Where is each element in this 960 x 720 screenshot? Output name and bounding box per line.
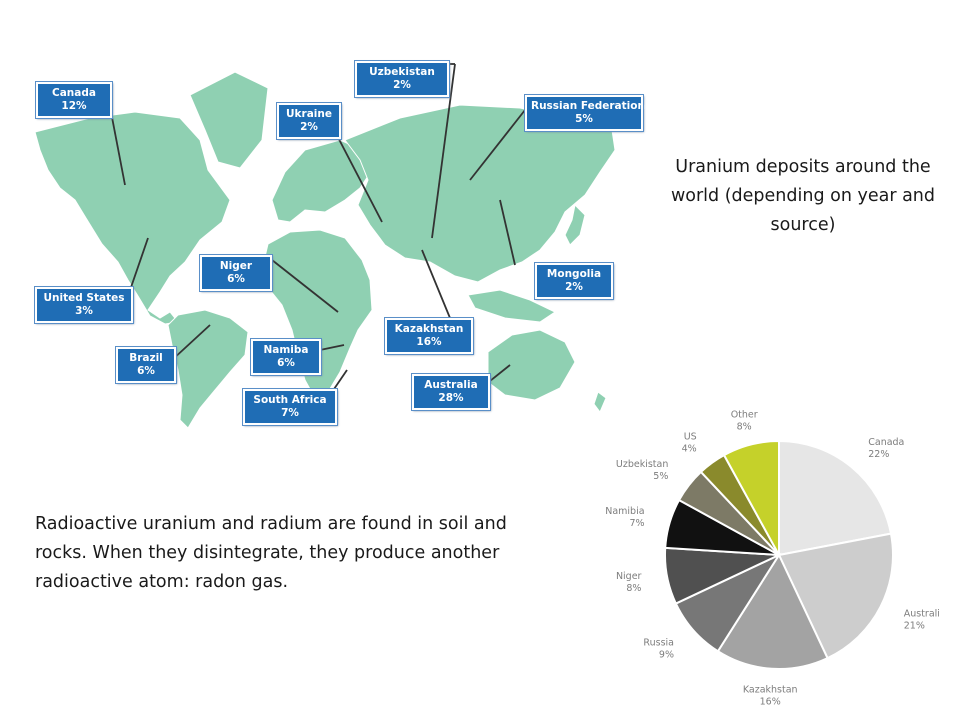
pie-label-us: US 4%	[682, 432, 697, 455]
australia-shape	[487, 329, 576, 401]
leader-line-uzbekistan-vertical	[431, 63, 456, 239]
callout-name: Mongolia	[546, 268, 602, 280]
pie-label-canada: Canada 22%	[868, 437, 904, 460]
pie-label-percent: 7%	[629, 518, 644, 529]
pie-label-name: Russia	[643, 638, 674, 649]
africa-shape	[261, 229, 373, 399]
pie-label-name: Namibia	[605, 506, 644, 517]
callout-united-states: United States 3%	[34, 286, 134, 324]
pie-slices	[664, 439, 894, 670]
pie-slice-kazakhstan	[716, 552, 829, 670]
callout-russian-federation: Russian Federation 5%	[524, 94, 645, 132]
pie-label-name: Kazakhstan	[743, 685, 798, 696]
pie-label-australia: Australia21%	[904, 609, 940, 632]
europe-shape	[271, 139, 373, 223]
callout-south-africa: South Africa 7%	[242, 388, 338, 426]
callout-australia: Australia 28%	[411, 373, 491, 411]
pie-slice-australia	[777, 532, 894, 660]
callout-percent: 3%	[75, 305, 93, 317]
pie-slice-other	[722, 439, 780, 556]
callout-percent: 2%	[393, 79, 411, 91]
japan-shape	[564, 203, 586, 246]
callout-percent: 16%	[416, 336, 442, 348]
pie-label-name: Canada	[868, 437, 904, 448]
callout-name: Namiba	[263, 344, 309, 356]
pie-label-percent: 8%	[626, 583, 641, 594]
leader-line-russian-federation	[469, 109, 526, 181]
map-caption: Uranium deposits around the world (depen…	[670, 157, 936, 235]
pie-label-percent: 16%	[760, 697, 781, 708]
world-map	[34, 63, 616, 429]
pie-label-name: US	[684, 432, 697, 443]
callout-kazakhstan: Kazakhstan 16%	[384, 317, 474, 355]
callout-percent: 6%	[227, 273, 245, 285]
callout-name: Ukraine	[286, 108, 332, 120]
pie-label-russia: Russia 9%	[643, 638, 674, 661]
callout-uzbekistan: Uzbekistan 2%	[354, 60, 450, 98]
leader-line-kazakhstan	[421, 249, 451, 319]
callout-percent: 7%	[281, 407, 299, 419]
asia-shape	[344, 104, 616, 283]
callout-percent: 5%	[575, 113, 593, 125]
callout-niger: Niger 6%	[199, 254, 273, 292]
callout-name: South Africa	[253, 394, 327, 406]
callout-name: Russian Federation	[531, 100, 645, 112]
callout-percent: 12%	[61, 100, 87, 112]
callout-name: Australia	[424, 379, 478, 391]
callout-percent: 2%	[565, 281, 583, 293]
landmass-shapes	[34, 71, 616, 429]
leader-line-brazil	[171, 324, 211, 361]
callout-mongolia: Mongolia 2%	[534, 262, 614, 300]
callout-name: Niger	[219, 260, 253, 272]
north-america-shape	[34, 111, 231, 325]
leader-line-namiba	[319, 344, 345, 351]
pie-label-name: Niger	[616, 571, 642, 582]
pie-label-namibia: Namibia 7%	[605, 506, 644, 529]
callout-name: Canada	[52, 87, 96, 99]
pie-label-percent: 22%	[868, 449, 889, 460]
callout-name: Uzbekistan	[369, 66, 435, 78]
callout-percent: 2%	[300, 121, 318, 133]
leader-line-mongolia	[499, 199, 516, 266]
pie-label-percent: 8%	[737, 421, 752, 432]
pie-label-percent: 5%	[653, 471, 668, 482]
callout-namiba: Namiba 6%	[250, 338, 322, 376]
leader-line-niger	[271, 259, 339, 313]
callout-percent: 28%	[438, 392, 464, 404]
callout-name: United States	[43, 292, 125, 304]
callout-brazil: Brazil 6%	[115, 346, 177, 384]
pie-label-uzbekistan: Uzbekistan 5%	[616, 459, 668, 482]
pie-label-kazakhstan: Kazakhstan 16%	[743, 685, 798, 708]
pie-label-name: Uzbekistan	[616, 459, 668, 470]
pie-label-niger: Niger 8%	[616, 571, 642, 594]
pie-label-name: Other	[731, 409, 758, 420]
pie-label-name: Australia	[904, 609, 940, 620]
greenland-shape	[189, 71, 269, 169]
radon-explanation-text: Radioactive uranium and radium are found…	[35, 514, 507, 592]
pie-slice-canada	[778, 439, 893, 557]
pie-label-other: Other 8%	[731, 409, 758, 432]
pie-label-percent: 9%	[659, 650, 674, 661]
callout-percent: 6%	[277, 357, 295, 369]
callout-percent: 6%	[137, 365, 155, 377]
pie-label-percent: 21%	[904, 621, 925, 632]
southeast-asia-islands-shape	[467, 289, 557, 323]
leader-line-united-states	[127, 237, 149, 297]
pie-label-percent: 4%	[682, 444, 697, 455]
callout-canada: Canada 12%	[35, 81, 113, 119]
callout-name: Kazakhstan	[394, 323, 464, 335]
callout-ukraine: Ukraine 2%	[276, 102, 342, 140]
new-zealand-shape	[593, 391, 607, 413]
leader-line-south-africa	[331, 369, 348, 393]
callout-name: Brazil	[129, 352, 163, 364]
